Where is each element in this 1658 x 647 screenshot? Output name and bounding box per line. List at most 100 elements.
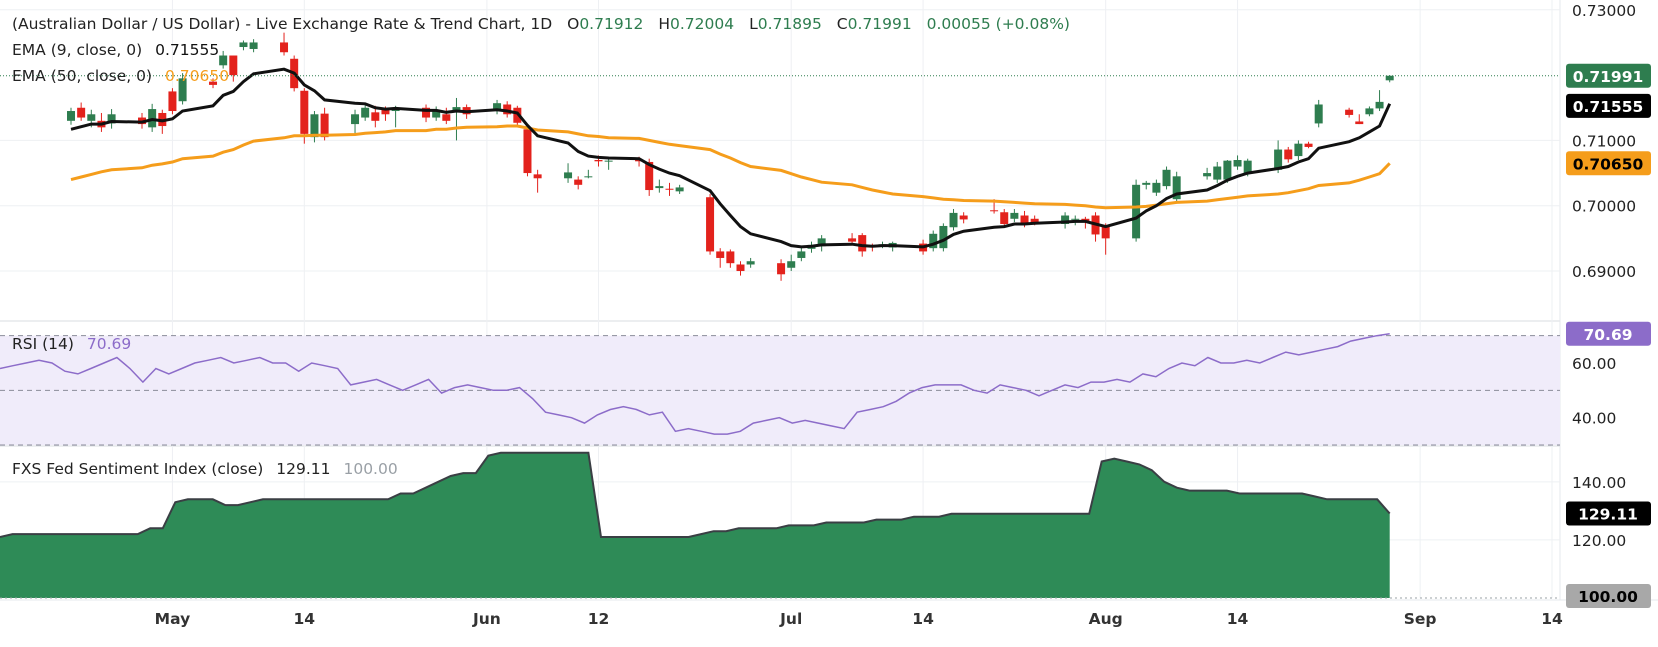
- price-tick-label: 0.71000: [1572, 132, 1636, 150]
- rsi-badge-bg: [1566, 321, 1651, 346]
- candle-body: [168, 91, 177, 112]
- candle[interactable]: [1162, 166, 1171, 190]
- candle[interactable]: [219, 50, 228, 69]
- candle[interactable]: [361, 104, 370, 121]
- candle[interactable]: [168, 88, 177, 115]
- candle[interactable]: [1142, 180, 1151, 190]
- candle[interactable]: [1314, 99, 1323, 128]
- candle[interactable]: [655, 179, 664, 193]
- candle[interactable]: [787, 254, 796, 272]
- candle[interactable]: [665, 182, 674, 196]
- candle[interactable]: [1132, 179, 1141, 242]
- time-tick-label: 14: [912, 610, 934, 628]
- candle-body: [1142, 182, 1151, 185]
- rsi-tick-label: 40.00: [1572, 410, 1616, 428]
- candle[interactable]: [533, 169, 542, 193]
- candle[interactable]: [1345, 107, 1354, 118]
- candle[interactable]: [1203, 167, 1212, 180]
- candle[interactable]: [452, 97, 461, 141]
- ema9-value: 0.71555: [155, 41, 219, 59]
- candle-body: [67, 111, 76, 121]
- candle[interactable]: [442, 107, 451, 125]
- candle[interactable]: [929, 230, 938, 252]
- candle[interactable]: [1000, 208, 1009, 228]
- candle[interactable]: [706, 193, 715, 255]
- open-value: 0.71912: [579, 15, 643, 33]
- candle-body: [77, 107, 86, 118]
- candle[interactable]: [736, 261, 745, 276]
- fed-tick-label: 120.00: [1572, 532, 1626, 550]
- candle[interactable]: [817, 235, 826, 252]
- candle[interactable]: [432, 106, 441, 121]
- candle[interactable]: [1375, 90, 1384, 112]
- fed-value: 129.11: [276, 460, 330, 478]
- candle[interactable]: [1294, 140, 1303, 160]
- candle[interactable]: [1172, 171, 1181, 203]
- candle-body: [1274, 149, 1283, 170]
- candle[interactable]: [107, 109, 116, 129]
- candle[interactable]: [1152, 179, 1161, 196]
- candle[interactable]: [1101, 223, 1110, 255]
- candle[interactable]: [1213, 161, 1222, 183]
- candle-body: [320, 113, 329, 138]
- candle[interactable]: [1010, 208, 1019, 223]
- ema-lines: [0, 67, 1560, 249]
- candle-body: [848, 238, 857, 242]
- candle[interactable]: [1061, 212, 1070, 229]
- candle[interactable]: [949, 208, 958, 231]
- ema9-line: [70, 67, 1392, 249]
- candle[interactable]: [422, 104, 431, 123]
- candle[interactable]: [523, 127, 532, 177]
- candle[interactable]: [351, 109, 360, 134]
- candle[interactable]: [584, 169, 593, 179]
- candle[interactable]: [675, 184, 684, 194]
- candle[interactable]: [310, 111, 319, 143]
- candle[interactable]: [493, 99, 502, 115]
- candle-body: [1385, 75, 1394, 81]
- candle[interactable]: [574, 176, 583, 190]
- candle-body: [1355, 121, 1364, 125]
- candle[interactable]: [777, 259, 786, 281]
- time-tick-label: Aug: [1089, 610, 1123, 628]
- candle-body: [178, 78, 187, 102]
- candle[interactable]: [1365, 106, 1374, 117]
- candle[interactable]: [939, 223, 948, 252]
- candle-body: [706, 197, 715, 252]
- candle[interactable]: [503, 101, 512, 118]
- candle[interactable]: [239, 40, 248, 51]
- candle[interactable]: [797, 247, 806, 262]
- candle[interactable]: [564, 163, 573, 183]
- candle[interactable]: [746, 257, 755, 268]
- candle[interactable]: [67, 107, 76, 125]
- candle-body: [1061, 215, 1070, 224]
- candle-body: [1030, 218, 1039, 223]
- candle[interactable]: [1304, 141, 1313, 149]
- candle[interactable]: [1233, 155, 1242, 170]
- candle[interactable]: [280, 32, 289, 56]
- candle-body: [584, 176, 593, 178]
- candle[interactable]: [1385, 75, 1394, 83]
- legend-row-price: (Australian Dollar / US Dollar) - Live E…: [12, 15, 1070, 33]
- fed-ref-badge: 100.00: [1566, 584, 1651, 608]
- candle[interactable]: [726, 249, 735, 268]
- legend-row-ema50[interactable]: EMA (50, close, 0) 0.70650: [12, 67, 229, 85]
- candle[interactable]: [209, 78, 218, 89]
- candle[interactable]: [229, 55, 238, 82]
- candle-body: [1152, 182, 1161, 193]
- legend-row-fed[interactable]: FXS Fed Sentiment Index (close) 129.11 1…: [12, 460, 398, 478]
- candle-body: [442, 114, 451, 121]
- low-value: 0.71895: [758, 15, 822, 33]
- candle-body: [1020, 215, 1029, 225]
- candle-body: [1132, 184, 1141, 239]
- candle[interactable]: [371, 105, 380, 128]
- legend-row-rsi[interactable]: RSI (14) 70.69: [12, 335, 131, 353]
- candle[interactable]: [249, 39, 258, 53]
- candle[interactable]: [959, 212, 968, 224]
- candle[interactable]: [716, 248, 725, 268]
- candle[interactable]: [1284, 146, 1293, 163]
- candle[interactable]: [178, 73, 187, 105]
- candle[interactable]: [1355, 114, 1364, 125]
- candle-body: [858, 235, 867, 252]
- candle[interactable]: [77, 102, 86, 121]
- legend-row-ema9[interactable]: EMA (9, close, 0) 0.71555: [12, 41, 219, 59]
